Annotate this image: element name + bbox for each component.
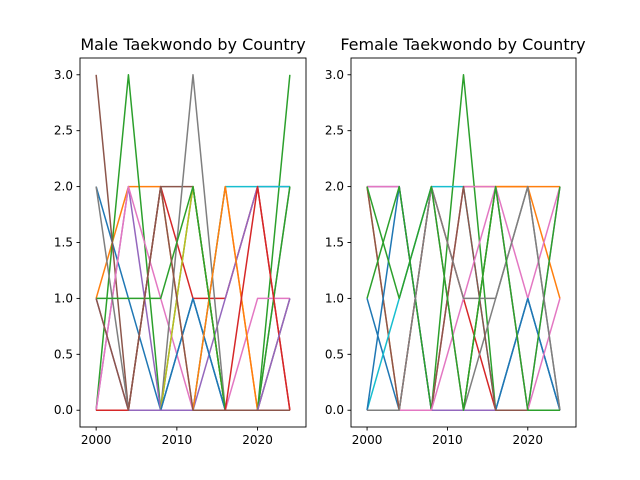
male-chart-y-tick-label: 1.5	[54, 236, 73, 250]
female-chart-y-tick-label: 0.0	[325, 403, 344, 417]
male-chart-y-tick-label: 0.5	[54, 347, 73, 361]
female-chart-axes: 2000 2010 2020 0.0 0.5 1.0 1.5 2.0 2.5 3.0	[325, 68, 543, 447]
male-chart-x-tick-label: 2020	[242, 433, 273, 447]
female-chart-y-tick-label: 2.5	[325, 124, 344, 138]
female-chart-y-tick-label: 2.0	[325, 180, 344, 194]
male-chart-title: Male Taekwondo by Country	[80, 35, 305, 54]
female-chart-x-tick-label: 2020	[513, 433, 544, 447]
male-chart-x-tick-label: 2010	[162, 433, 193, 447]
female-chart-y-tick-label: 1.0	[325, 291, 344, 305]
male-chart: Male Taekwondo by Country 2000 2010 2020 0.…	[54, 35, 307, 447]
male-chart-series	[95, 74, 291, 411]
male-chart-y-tick-label: 0.0	[54, 403, 73, 417]
male-chart-y-tick-label: 2.5	[54, 124, 73, 138]
male-chart-axes: 2000 2010 2020 0.0 0.5 1.0 1.5 2.0 2.5 3.0	[54, 68, 273, 447]
female-chart-series	[366, 74, 561, 411]
male-chart-x-tick-label: 2000	[81, 433, 112, 447]
female-chart-x-tick-label: 2010	[432, 433, 463, 447]
female-chart-y-tick-label: 3.0	[325, 68, 344, 82]
female-chart-y-tick-label: 0.5	[325, 347, 344, 361]
male-chart-y-tick-label: 3.0	[54, 68, 73, 82]
male-chart-y-tick-label: 1.0	[54, 291, 73, 305]
male-chart-y-tick-label: 2.0	[54, 180, 73, 194]
female-chart-series-18-line	[367, 185, 561, 411]
female-chart-title: Female Taekwondo by Country	[340, 35, 585, 54]
female-chart-series-19-line	[366, 185, 560, 411]
female-chart: Female Taekwondo by Country 2000 2010 2020…	[325, 35, 586, 447]
female-chart-x-tick-label: 2000	[352, 433, 383, 447]
male-chart-series-16-line	[95, 185, 290, 411]
female-chart-y-tick-label: 1.5	[325, 236, 344, 250]
